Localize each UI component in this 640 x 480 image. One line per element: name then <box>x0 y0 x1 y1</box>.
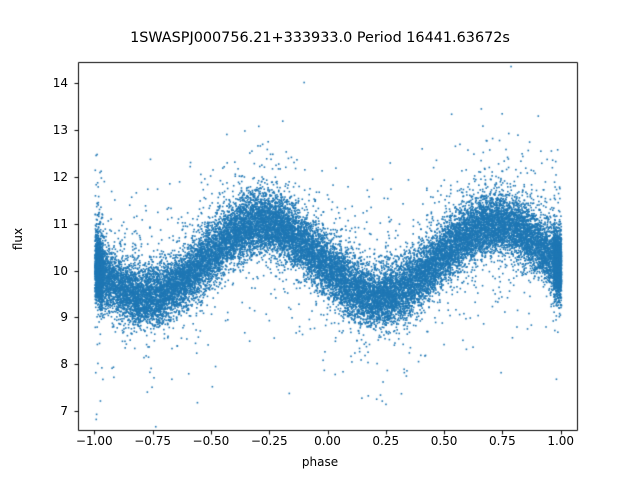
x-tick-label: −0.25 <box>250 434 288 448</box>
x-tick-label: 0.25 <box>372 434 400 448</box>
y-tick-label: 13 <box>52 122 68 137</box>
y-tick-label: 9 <box>60 310 68 325</box>
y-axis-label: flux <box>11 227 25 251</box>
x-tick-label: 0.75 <box>489 434 516 448</box>
y-tick-label: 7 <box>60 404 68 419</box>
y-tick-label: 12 <box>52 169 68 184</box>
y-tick-label: 10 <box>52 263 68 278</box>
y-tick-label: 8 <box>60 357 68 372</box>
y-tick-label: 14 <box>52 76 68 91</box>
x-tick-label: −0.75 <box>134 434 171 448</box>
x-axis-label: phase <box>301 455 339 469</box>
x-tick-label: −0.50 <box>192 434 230 448</box>
x-tick-label: 0.50 <box>430 434 458 448</box>
y-tick-label: 11 <box>52 216 68 231</box>
x-tick-label: 1.00 <box>547 434 575 448</box>
x-tick-label: 0.00 <box>314 434 341 448</box>
x-tick-label: −1.00 <box>75 434 113 448</box>
